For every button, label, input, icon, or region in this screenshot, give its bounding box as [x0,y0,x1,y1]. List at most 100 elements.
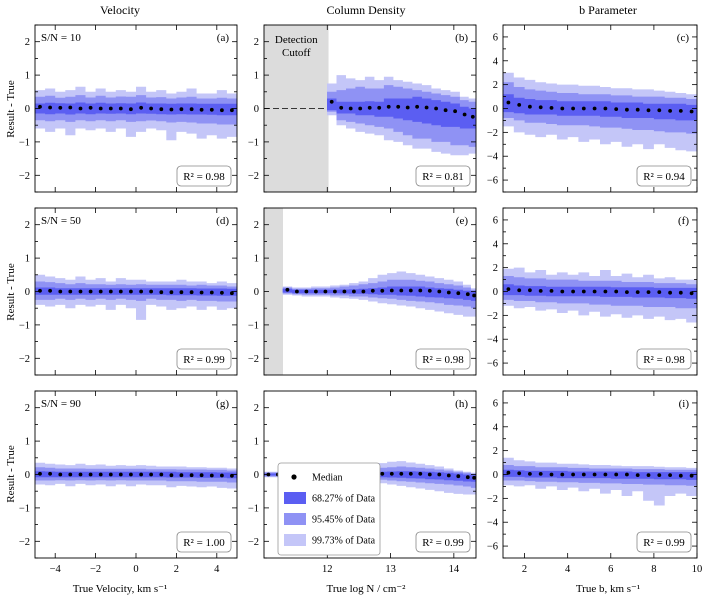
y-tick-label: 1 [254,437,259,448]
panel-letter: (b) [455,32,468,44]
y-tick-label: 0 [25,287,30,298]
median-point [129,289,133,294]
median-point [517,471,522,476]
median-point [38,104,42,109]
median-point [199,107,204,112]
plot-area [35,462,237,489]
plot-area [503,267,697,323]
y-tick-label: −1 [248,320,259,331]
y-tick-label: −1 [19,503,30,514]
median-point [405,105,410,110]
sn-label: S/N = 10 [41,32,81,44]
median-point [386,104,391,109]
median-point [560,106,565,111]
median-point [571,472,575,477]
median-point [380,288,385,293]
median-point [528,472,532,476]
band-68-27 [503,94,697,121]
median-point [549,472,554,477]
median-point [352,289,356,294]
median-point [668,109,672,113]
median-point [209,473,214,478]
y-tick-label: −4 [487,518,499,529]
y-tick-label: −2 [19,171,30,182]
r-squared-box [415,531,471,553]
panel-letter: (f) [678,215,689,227]
median-point [538,289,543,293]
y-tick-label: 2 [493,446,498,457]
panel-letter: (a) [217,32,230,44]
median-point [189,473,194,478]
median-point [199,290,204,295]
median-point [329,99,334,104]
y-tick-label: 0 [493,470,498,481]
r-squared-box [636,348,692,370]
y-tick-label: −2 [248,171,259,182]
median-point [472,475,476,480]
median-point [48,288,52,293]
median-point [571,289,575,294]
median-point [418,471,423,476]
y-tick-label: −1 [248,137,259,148]
y-tick-label: 4 [493,239,499,250]
y-tick-label: 0 [493,287,498,298]
median-point [339,105,344,110]
median-point [38,288,42,293]
median-point [179,290,184,295]
median-point [48,471,52,476]
plot-area [264,208,476,375]
x-tick-label: 13 [385,564,396,575]
r-squared-box [636,531,692,553]
median-point [348,106,353,111]
xlabel-column-density: True log N / cm⁻² [327,583,407,595]
median-point [98,106,103,111]
detection-cutoff-region [264,208,283,375]
median-point [538,472,543,476]
median-point [323,289,328,294]
y-tick-label: 2 [254,37,259,48]
column-title-velocity: Velocity [100,3,140,17]
median-point [472,293,476,298]
median-point [560,472,565,477]
median-point [603,472,608,477]
column-title-b-parameter: b Parameter [579,3,637,17]
panel-f: −6 −4 −2 0 2 4 6 (f) R² = 0.98 [487,207,698,376]
y-tick-label: −6 [487,176,498,187]
x-tick-label: 4 [565,564,571,575]
r-squared-label: R² = 1.00 [183,537,225,549]
median-point [220,290,224,295]
median-point [581,289,586,294]
band-68-27 [503,469,697,480]
median-point [139,105,144,110]
y-tick-label: −2 [19,537,30,548]
median-point [98,289,103,294]
median-point [396,104,401,109]
r-squared-box [176,165,232,187]
sn-label: S/N = 90 [41,398,81,410]
median-point [614,107,619,111]
legend-frame [277,462,381,556]
median-point [506,470,511,475]
y-tick-label: −2 [487,128,498,139]
median-point [361,289,366,294]
median-point [592,106,597,111]
median-point [517,103,522,107]
y-tick-label: 2 [25,220,30,231]
median-point [427,288,432,293]
plot-area [35,274,237,320]
median-point [646,290,651,294]
y-tick-label: 0 [254,104,259,115]
panel-letter: (g) [216,398,229,410]
y-tick-label: 1 [25,437,30,448]
median-point [549,106,554,110]
y-tick-label: 4 [493,422,499,433]
median-point [657,473,662,477]
y-tick-label: 2 [25,37,30,48]
r-squared-label: R² = 0.98 [643,354,685,366]
median-point [108,106,113,111]
panel-letter: (h) [455,398,468,410]
median-point [635,290,640,294]
x-tick-label: −2 [90,564,101,575]
